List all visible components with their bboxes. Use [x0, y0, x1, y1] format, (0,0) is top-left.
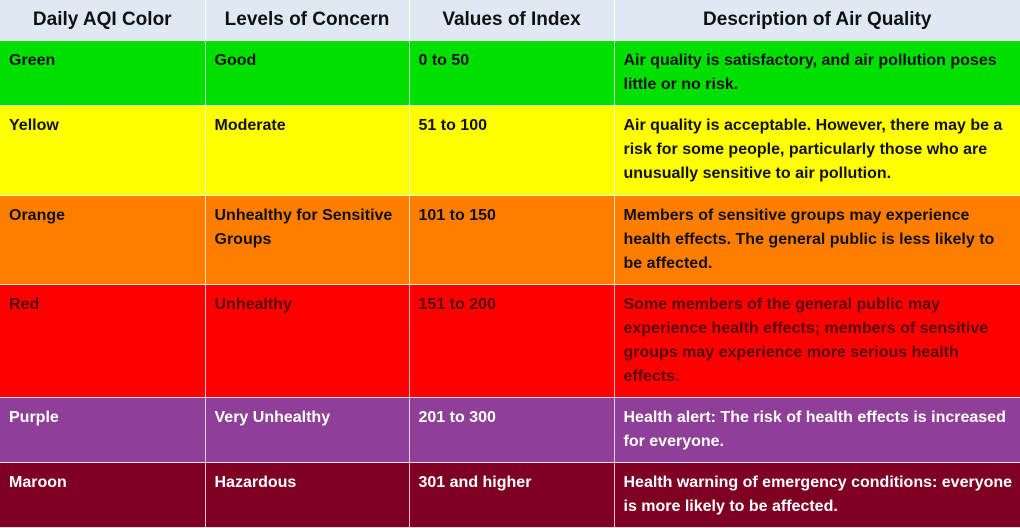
cell-color: Red — [0, 285, 205, 398]
cell-description: Members of sensitive groups may experien… — [614, 196, 1020, 285]
cell-description: Air quality is satisfactory, and air pol… — [614, 41, 1020, 106]
cell-level: Good — [205, 41, 409, 106]
table-row-purple: Purple Very Unhealthy 201 to 300 Health … — [0, 398, 1020, 463]
cell-color: Yellow — [0, 106, 205, 196]
header-values-of-index: Values of Index — [409, 0, 614, 41]
table-body: Green Good 0 to 50 Air quality is satisf… — [0, 41, 1020, 528]
table-row-red: Red Unhealthy 151 to 200 Some members of… — [0, 285, 1020, 398]
header-levels-of-concern: Levels of Concern — [205, 0, 409, 41]
cell-level: Hazardous — [205, 463, 409, 528]
cell-description: Health warning of emergency conditions: … — [614, 463, 1020, 528]
cell-description: Health alert: The risk of health effects… — [614, 398, 1020, 463]
table-row-maroon: Maroon Hazardous 301 and higher Health w… — [0, 463, 1020, 528]
table-row-orange: Orange Unhealthy for Sensitive Groups 10… — [0, 196, 1020, 285]
cell-color: Green — [0, 41, 205, 106]
cell-level: Unhealthy for Sensitive Groups — [205, 196, 409, 285]
header-description: Description of Air Quality — [614, 0, 1020, 41]
cell-values: 201 to 300 — [409, 398, 614, 463]
table-header: Daily AQI Color Levels of Concern Values… — [0, 0, 1020, 41]
cell-description: Air quality is acceptable. However, ther… — [614, 106, 1020, 196]
cell-values: 301 and higher — [409, 463, 614, 528]
header-daily-aqi-color: Daily AQI Color — [0, 0, 205, 41]
cell-level: Unhealthy — [205, 285, 409, 398]
cell-color: Purple — [0, 398, 205, 463]
table-row-green: Green Good 0 to 50 Air quality is satisf… — [0, 41, 1020, 106]
cell-description: Some members of the general public may e… — [614, 285, 1020, 398]
cell-values: 0 to 50 — [409, 41, 614, 106]
cell-level: Moderate — [205, 106, 409, 196]
cell-color: Maroon — [0, 463, 205, 528]
cell-level: Very Unhealthy — [205, 398, 409, 463]
table-row-yellow: Yellow Moderate 51 to 100 Air quality is… — [0, 106, 1020, 196]
cell-color: Orange — [0, 196, 205, 285]
header-row: Daily AQI Color Levels of Concern Values… — [0, 0, 1020, 41]
cell-values: 151 to 200 — [409, 285, 614, 398]
cell-values: 101 to 150 — [409, 196, 614, 285]
cell-values: 51 to 100 — [409, 106, 614, 196]
